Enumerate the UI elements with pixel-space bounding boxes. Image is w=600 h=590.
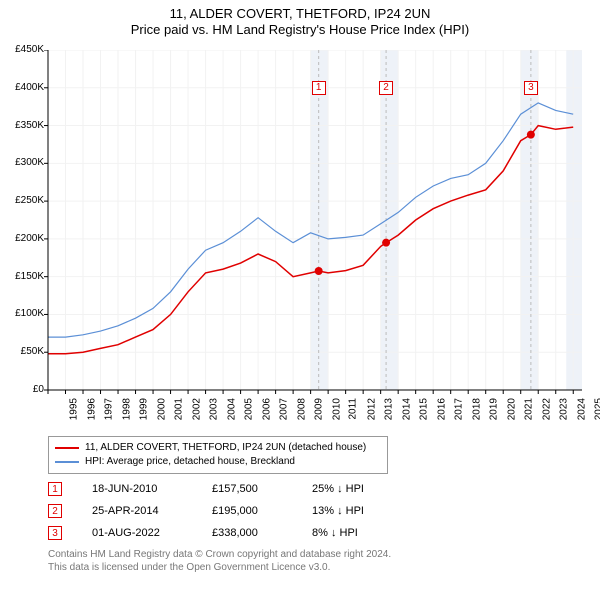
x-tick-label: 2007 [278,398,289,420]
x-tick-label: 1999 [138,398,149,420]
x-tick-label: 2023 [558,398,569,420]
x-tick-label: 2014 [401,398,412,420]
sale-date-1: 18-JUN-2010 [92,483,212,495]
x-tick-label: 2004 [226,398,237,420]
sale-diff-2: 13% ↓ HPI [312,505,422,517]
sale-badge-1: 1 [48,482,62,496]
sales-row-1: 1 18-JUN-2010 £157,500 25% ↓ HPI [48,478,422,500]
x-tick-label: 2013 [383,398,394,420]
chart-svg [44,50,582,394]
x-tick-label: 2024 [576,398,587,420]
x-tick-label: 2002 [191,398,202,420]
footer: Contains HM Land Registry data © Crown c… [48,548,391,574]
x-tick-label: 2000 [156,398,167,420]
legend: 11, ALDER COVERT, THETFORD, IP24 2UN (de… [48,436,388,474]
x-tick-label: 1996 [86,398,97,420]
x-tick-label: 2017 [453,398,464,420]
chart-container: 11, ALDER COVERT, THETFORD, IP24 2UN Pri… [0,0,600,590]
x-tick-label: 2015 [418,398,429,420]
y-tick-label: £100K [4,308,44,319]
x-tick-label: 2009 [313,398,324,420]
x-tick-label: 2001 [173,398,184,420]
x-tick-label: 2020 [506,398,517,420]
x-tick-label: 2019 [488,398,499,420]
x-tick-label: 2021 [523,398,534,420]
sale-diff-3: 8% ↓ HPI [312,527,422,539]
legend-item-hpi: HPI: Average price, detached house, Brec… [55,455,381,469]
sale-date-3: 01-AUG-2022 [92,527,212,539]
x-tick-label: 2018 [471,398,482,420]
y-tick-label: £250K [4,195,44,206]
x-tick-label: 1998 [121,398,132,420]
footer-line2: This data is licensed under the Open Gov… [48,561,391,574]
legend-item-property: 11, ALDER COVERT, THETFORD, IP24 2UN (de… [55,441,381,455]
x-tick-label: 2012 [366,398,377,420]
x-tick-label: 1995 [68,398,79,420]
y-tick-label: £450K [4,44,44,55]
sale-price-3: £338,000 [212,527,312,539]
title-subtitle: Price paid vs. HM Land Registry's House … [0,22,600,37]
x-tick-label: 2022 [541,398,552,420]
y-tick-label: £300K [4,157,44,168]
y-tick-label: £200K [4,233,44,244]
legend-label-property: 11, ALDER COVERT, THETFORD, IP24 2UN (de… [85,441,366,455]
x-tick-label: 2008 [296,398,307,420]
y-tick-label: £0 [4,384,44,395]
chart-sale-badge-1: 1 [312,81,326,95]
title-address: 11, ALDER COVERT, THETFORD, IP24 2UN [0,6,600,21]
title-block: 11, ALDER COVERT, THETFORD, IP24 2UN Pri… [0,0,600,37]
sale-price-2: £195,000 [212,505,312,517]
x-tick-label: 2005 [243,398,254,420]
plot-area [48,50,582,390]
chart-sale-badge-2: 2 [379,81,393,95]
x-tick-label: 2025 [593,398,600,420]
legend-swatch-property [55,447,79,449]
sales-row-3: 3 01-AUG-2022 £338,000 8% ↓ HPI [48,522,422,544]
x-tick-label: 2011 [348,398,359,420]
chart-sale-badge-3: 3 [524,81,538,95]
x-tick-label: 2003 [208,398,219,420]
sale-badge-3: 3 [48,526,62,540]
x-tick-label: 2010 [331,398,342,420]
x-tick-label: 2016 [436,398,447,420]
sale-price-1: £157,500 [212,483,312,495]
sale-diff-1: 25% ↓ HPI [312,483,422,495]
x-axis-ticks: 1995 1996 1997 1998 1999 2000 2001 2002 2003 2004… [48,392,582,432]
y-tick-label: £350K [4,120,44,131]
footer-line1: Contains HM Land Registry data © Crown c… [48,548,391,561]
sales-row-2: 2 25-APR-2014 £195,000 13% ↓ HPI [48,500,422,522]
sales-table: 1 18-JUN-2010 £157,500 25% ↓ HPI 2 25-AP… [48,478,422,544]
x-tick-label: 2006 [261,398,272,420]
y-tick-label: £400K [4,82,44,93]
y-tick-label: £150K [4,271,44,282]
x-tick-label: 1997 [103,398,114,420]
sale-date-2: 25-APR-2014 [92,505,212,517]
legend-label-hpi: HPI: Average price, detached house, Brec… [85,455,295,469]
y-tick-label: £50K [4,346,44,357]
legend-swatch-hpi [55,461,79,463]
sale-badge-2: 2 [48,504,62,518]
